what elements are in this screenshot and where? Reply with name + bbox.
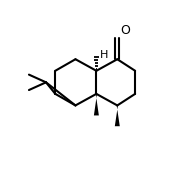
Text: H: H (100, 50, 108, 60)
Polygon shape (115, 105, 120, 126)
Polygon shape (94, 94, 99, 115)
Text: O: O (120, 24, 130, 37)
